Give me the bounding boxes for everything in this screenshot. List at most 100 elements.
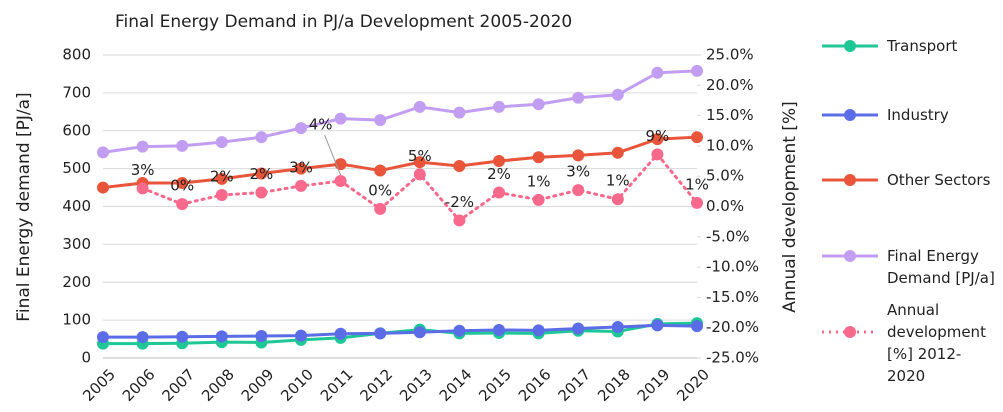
point	[295, 179, 307, 192]
point	[651, 133, 664, 146]
point	[453, 106, 466, 119]
y-tick-label: 600	[62, 121, 91, 139]
y2-tick-label: -25.0%	[706, 349, 759, 367]
point	[295, 162, 307, 175]
y2-tick-label: -10.0%	[706, 258, 759, 276]
x-tick-label: 2009	[238, 365, 278, 405]
point	[611, 146, 624, 159]
point	[493, 155, 505, 168]
x-tick-label: 2018	[594, 365, 634, 405]
point	[255, 330, 268, 343]
y2-tick-label: 25.0%	[706, 46, 754, 64]
point	[97, 146, 109, 159]
data-label: 2%	[210, 167, 234, 185]
y-tick-label: 100	[62, 311, 91, 329]
data-label: 1%	[606, 172, 630, 190]
point	[255, 131, 268, 144]
point	[334, 112, 347, 125]
y2-tick-label: 0.0%	[706, 197, 744, 215]
x-tick-label: 2011	[317, 365, 357, 405]
x-tick-label: 2016	[515, 365, 555, 405]
x-tick-label: 2010	[277, 365, 317, 405]
data-label: 0%	[170, 177, 194, 195]
point	[651, 148, 664, 161]
point	[176, 198, 189, 211]
x-tick-label: 2012	[356, 365, 396, 405]
data-label: 9%	[646, 127, 670, 145]
point	[453, 324, 466, 337]
point	[215, 188, 228, 201]
y-tick-label: 500	[62, 159, 91, 177]
x-tick-label: 2014	[436, 365, 476, 405]
point	[374, 327, 387, 340]
point	[215, 330, 228, 343]
point	[532, 193, 545, 206]
legend-label: Annual development [%] 2012-2020	[887, 301, 986, 385]
x-tick-label: 2019	[634, 365, 674, 405]
data-label: 3%	[131, 161, 155, 179]
point	[413, 100, 426, 113]
y2-tick-label: 5.0%	[706, 167, 744, 185]
y-tick-label: 200	[62, 273, 91, 291]
point	[611, 320, 624, 333]
y-tick-label: 800	[62, 46, 91, 64]
legend-label: Final Energy Demand [PJ/a]	[887, 247, 995, 287]
point	[453, 214, 466, 227]
point	[691, 64, 703, 77]
point	[691, 196, 703, 209]
series-line	[101, 323, 699, 339]
point	[176, 177, 189, 190]
legend-label: Industry	[887, 106, 949, 124]
leader-line	[324, 134, 342, 176]
point	[691, 320, 703, 333]
chart-title: Final Energy Demand in PJ/a Development …	[115, 12, 572, 32]
point	[493, 323, 505, 336]
point	[176, 330, 189, 343]
point	[572, 184, 585, 197]
y-tick-label: 0	[81, 349, 91, 367]
data-label: 2%	[487, 165, 511, 183]
point	[334, 327, 347, 340]
point	[374, 164, 387, 177]
point	[255, 167, 268, 180]
point	[651, 66, 664, 79]
x-tick-label: 2013	[396, 365, 436, 405]
point	[97, 181, 109, 194]
point	[413, 168, 426, 181]
y2-tick-label: -20.0%	[706, 318, 759, 336]
legend-marker	[844, 326, 856, 338]
point	[493, 100, 505, 113]
point	[255, 186, 268, 199]
point	[611, 88, 624, 101]
x-tick-label: 2005	[79, 365, 119, 405]
y2-tick-label: 20.0%	[706, 76, 754, 94]
data-label: 0%	[368, 181, 392, 199]
y-tick-label: 700	[62, 83, 91, 101]
point	[215, 172, 228, 185]
y2-tick-label: -5.0%	[706, 227, 750, 245]
point	[493, 186, 505, 199]
data-label: 1%	[527, 172, 551, 190]
point	[374, 114, 387, 127]
data-label: 5%	[408, 147, 432, 165]
legend-marker	[844, 250, 856, 262]
point	[532, 324, 545, 337]
legend-marker	[844, 40, 856, 52]
legend-marker	[844, 109, 856, 121]
legend-marker	[844, 174, 856, 186]
point	[136, 182, 149, 195]
series-line	[101, 69, 699, 154]
point	[97, 331, 109, 344]
point	[413, 156, 426, 169]
point	[215, 136, 228, 149]
x-tick-label: 2007	[158, 365, 198, 405]
point	[334, 175, 347, 188]
series-line	[101, 135, 699, 190]
point	[413, 326, 426, 339]
point	[651, 319, 664, 332]
point	[572, 91, 585, 104]
y2-tick-label: 10.0%	[706, 136, 754, 154]
y-axis-title: Final Energy demand [PJ/a]	[14, 92, 34, 321]
